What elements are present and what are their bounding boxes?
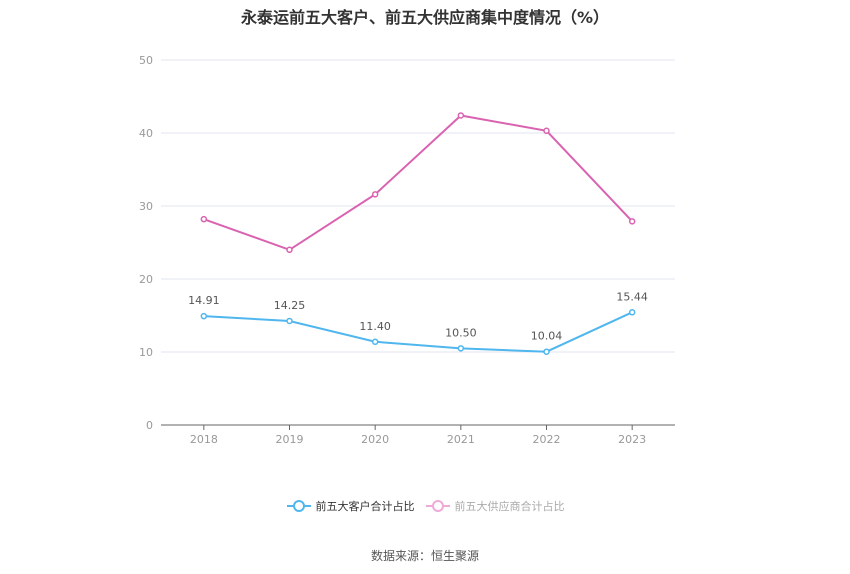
y-tick-label: 20 (139, 273, 153, 286)
data-point[interactable] (371, 338, 379, 346)
data-label: 10.04 (531, 330, 563, 343)
x-tick-label: 2023 (618, 433, 646, 446)
data-point[interactable] (457, 345, 465, 352)
y-axis-ticks: 0 10 20 30 40 50 (139, 54, 153, 432)
legend-label-customers: 前五大客户合计占比 (315, 500, 415, 513)
data-point[interactable] (457, 112, 465, 119)
x-tick-label: 2020 (361, 433, 389, 446)
legend-suppliers-icon (425, 500, 450, 512)
data-point[interactable] (543, 348, 550, 355)
legend-label-suppliers: 前五大供应商合计占比 (454, 500, 565, 513)
data-label: 15.44 (616, 290, 648, 303)
legend-item-customers[interactable]: 前五大客户合计占比 (286, 498, 415, 514)
data-point[interactable] (286, 317, 293, 325)
y-tick-label: 40 (139, 127, 153, 140)
y-tick-label: 10 (139, 346, 153, 359)
data-point[interactable] (543, 127, 550, 135)
suppliers-line (203, 114, 633, 251)
x-axis: 2018 2019 2020 2021 2022 2023 (161, 424, 675, 446)
data-label: 10.50 (445, 326, 477, 339)
grid-lines (161, 59, 675, 353)
data-point[interactable] (628, 218, 636, 225)
data-label: 14.91 (188, 294, 220, 307)
customers-line (203, 311, 633, 353)
legend-customers-icon (286, 500, 311, 512)
legend-item-suppliers[interactable]: 前五大供应商合计占比 (425, 498, 565, 514)
data-label: 14.25 (274, 299, 306, 312)
x-tick-label: 2021 (447, 433, 475, 446)
legend: 前五大客户合计占比 前五大供应商合计占比 (0, 498, 850, 514)
data-point[interactable] (371, 191, 379, 198)
y-tick-label: 0 (146, 419, 153, 432)
data-point[interactable] (200, 215, 208, 223)
data-point[interactable] (286, 246, 293, 254)
series-lines: 14.91 14.25 11.40 10.50 10.04 15.44 (188, 112, 648, 355)
x-tick-label: 2019 (276, 433, 304, 446)
y-tick-label: 30 (139, 200, 153, 213)
data-label: 11.40 (359, 320, 391, 333)
y-tick-label: 50 (139, 54, 153, 67)
x-tick-label: 2022 (533, 433, 561, 446)
x-tick-label: 2018 (190, 433, 218, 446)
chart-title: 永泰运前五大客户、前五大供应商集中度情况（%） (240, 8, 610, 27)
data-point[interactable] (200, 312, 208, 320)
data-point[interactable] (628, 309, 636, 316)
data-source: 数据来源：恒生聚源 (370, 549, 479, 563)
